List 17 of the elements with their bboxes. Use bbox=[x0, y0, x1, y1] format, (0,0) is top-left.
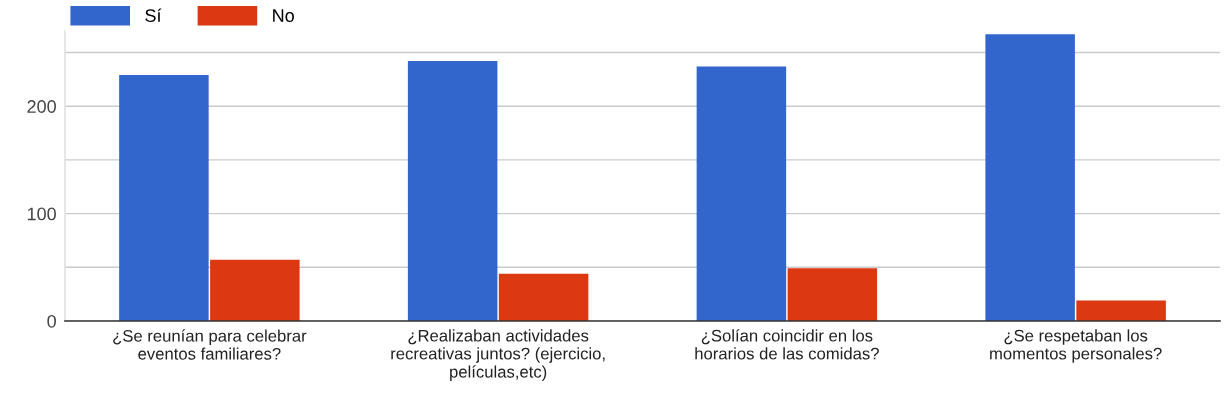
bar bbox=[787, 268, 878, 321]
x-tick-label: ¿Se respetaban los momentos personales? bbox=[990, 329, 1162, 363]
bar bbox=[985, 34, 1075, 321]
x-tick-label: ¿Se reunían para celebrar eventos familiares? bbox=[113, 329, 307, 360]
y-tick-label: 100 bbox=[27, 207, 56, 221]
y-tick-label: 200 bbox=[27, 100, 56, 113]
bar bbox=[210, 259, 300, 321]
bar bbox=[498, 273, 589, 321]
bar bbox=[696, 66, 787, 321]
bar bbox=[119, 75, 209, 321]
bar bbox=[1076, 300, 1166, 321]
legend-label: No bbox=[273, 9, 294, 22]
legend-label: Sí bbox=[145, 8, 162, 22]
x-tick-label: ¿Solían coincidir en los horarios de las comidas? bbox=[695, 329, 879, 360]
bar bbox=[407, 61, 498, 321]
y-tick-label: 0 bbox=[47, 314, 56, 328]
x-tick-label: ¿Realizaban actividades recreativas juntos? (ejercicio, películas,etc) bbox=[391, 329, 605, 382]
